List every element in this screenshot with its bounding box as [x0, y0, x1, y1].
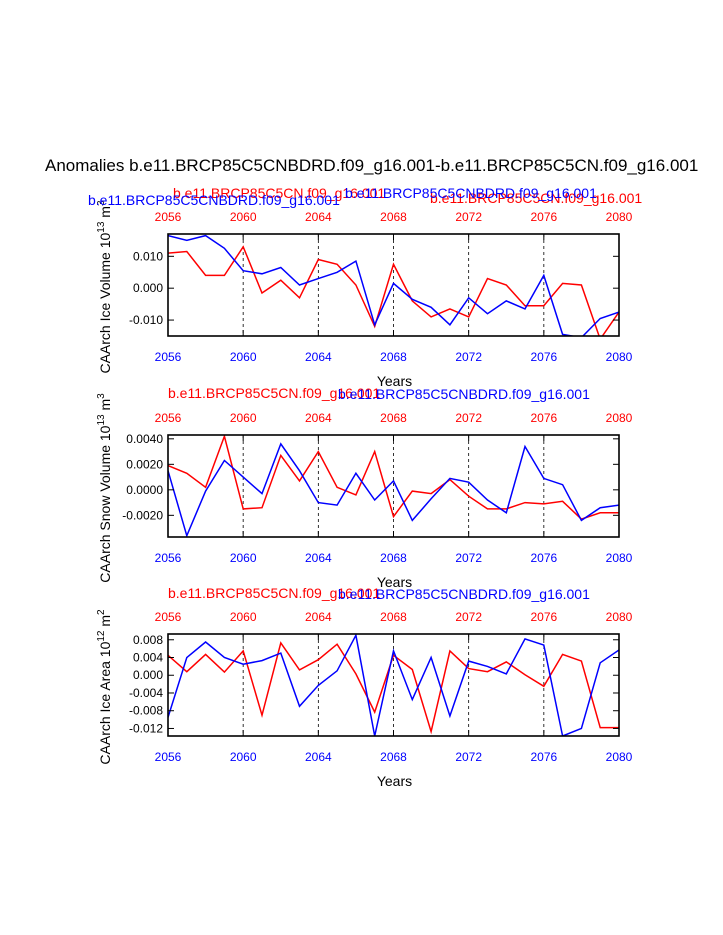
y-tick-label: 0.0040: [126, 432, 163, 446]
x-tick-label-top: 2080: [606, 210, 633, 224]
x-tick-label-bottom: 2056: [155, 350, 182, 364]
x-tick-label-bottom: 2080: [606, 350, 633, 364]
y-axis-label: CAArch Snow Volume 1013 m3: [96, 393, 113, 583]
y-axis-label: CAArch Ice Area 1012 m2: [96, 609, 113, 765]
series-line-red: [168, 435, 619, 520]
x-tick-label-bottom: 2080: [606, 551, 633, 565]
x-axis-label: Years: [377, 574, 412, 590]
x-tick-label-bottom: 2076: [530, 551, 557, 565]
y-tick-label: 0.004: [133, 651, 163, 665]
x-tick-label-bottom: 2080: [606, 750, 633, 764]
y-tick-label: -0.010: [129, 313, 163, 327]
x-tick-label-top: 2076: [530, 411, 557, 425]
figure-title: Anomalies b.e11.BRCP85C5CNBDRD.f09_g16.0…: [45, 156, 699, 175]
y-tick-label: 0.010: [133, 249, 163, 263]
x-tick-label-bottom: 2056: [155, 750, 182, 764]
series-label-blue: b.e11.BRCP85C5CNBDRD.f09_g16.001: [345, 185, 597, 201]
x-tick-label-bottom: 2060: [230, 350, 257, 364]
series-line-blue: [168, 634, 619, 736]
x-tick-label-top: 2076: [530, 210, 557, 224]
y-tick-label: -0.004: [129, 686, 163, 700]
x-tick-label-bottom: 2064: [305, 350, 332, 364]
y-tick-label: 0.0020: [126, 457, 163, 471]
x-tick-label-top: 2068: [380, 610, 407, 624]
chart-panel-3: -0.012 -0.008 -0.004 0.000 0.004 0.008 2056 205…: [96, 585, 633, 789]
series-label-red: b.e11.BRCP85C5CN.f09_g16.001: [168, 385, 380, 401]
y-tick-label: 0.008: [133, 633, 163, 647]
series-line-red: [168, 641, 619, 735]
x-tick-label-top: 2068: [380, 411, 407, 425]
x-tick-label-top: 2060: [230, 411, 257, 425]
series-line-red: [168, 245, 619, 336]
x-tick-label-bottom: 2068: [380, 750, 407, 764]
x-tick-label-top: 2060: [230, 610, 257, 624]
chart-panel-1: -0.010 0.000 0.010 2056 2056 2060 2060 2064 2064…: [88, 185, 642, 389]
x-tick-label-top: 2080: [606, 411, 633, 425]
x-tick-label-bottom: 2060: [230, 551, 257, 565]
x-tick-label-bottom: 2076: [530, 750, 557, 764]
series-label-blue: b.e11.BRCP85C5CNBDRD.f09_g16.001: [338, 586, 590, 602]
chart-panel-2: -0.0020 0.0000 0.0020 0.0040 2056 2056 2060 206…: [96, 385, 633, 590]
x-axis-label: Years: [377, 373, 412, 389]
x-tick-label-top: 2072: [455, 411, 482, 425]
y-tick-label: 0.0000: [126, 483, 163, 497]
x-tick-label-top: 2056: [155, 610, 182, 624]
series-label-red: b.e11.BRCP85C5CN.f09_g16.001: [430, 190, 642, 206]
x-tick-label-top: 2080: [606, 610, 633, 624]
y-axis-label: CAArch Ice Volume 1013 m3: [96, 200, 113, 374]
x-tick-label-bottom: 2068: [380, 350, 407, 364]
x-tick-label-top: 2076: [530, 610, 557, 624]
x-tick-label-top: 2064: [305, 411, 332, 425]
x-tick-label-bottom: 2064: [305, 551, 332, 565]
x-tick-label-top: 2056: [155, 411, 182, 425]
series-label-red: b.e11.BRCP85C5CN.f09_g16.001: [173, 185, 385, 201]
x-tick-label-bottom: 2072: [455, 551, 482, 565]
series-label-blue: b.e11.BRCP85C5CNBDRD.f09_g16.001: [88, 192, 340, 208]
series-line-blue: [168, 442, 619, 537]
y-tick-label: -0.012: [129, 721, 163, 735]
x-tick-label-top: 2064: [305, 210, 332, 224]
x-tick-label-top: 2072: [455, 610, 482, 624]
y-tick-label: 0.000: [133, 668, 163, 682]
x-tick-label-bottom: 2068: [380, 551, 407, 565]
x-tick-label-bottom: 2072: [455, 750, 482, 764]
x-tick-label-top: 2072: [455, 210, 482, 224]
series-line-blue: [168, 234, 619, 336]
x-tick-label-bottom: 2060: [230, 750, 257, 764]
y-tick-label: -0.0020: [122, 508, 163, 522]
x-tick-label-bottom: 2064: [305, 750, 332, 764]
x-tick-label-top: 2068: [380, 210, 407, 224]
x-tick-label-bottom: 2072: [455, 350, 482, 364]
x-axis-label: Years: [377, 773, 412, 789]
x-tick-label-top: 2060: [230, 210, 257, 224]
x-tick-label-bottom: 2076: [530, 350, 557, 364]
series-label-red: b.e11.BRCP85C5CN.f09_g16.001: [168, 585, 380, 601]
series-label-blue: b.e11.BRCP85C5CNBDRD.f09_g16.001: [338, 386, 590, 402]
x-tick-label-bottom: 2056: [155, 551, 182, 565]
x-tick-label-top: 2056: [155, 210, 182, 224]
y-tick-label: 0.000: [133, 281, 163, 295]
x-tick-label-top: 2064: [305, 610, 332, 624]
y-tick-label: -0.008: [129, 704, 163, 718]
